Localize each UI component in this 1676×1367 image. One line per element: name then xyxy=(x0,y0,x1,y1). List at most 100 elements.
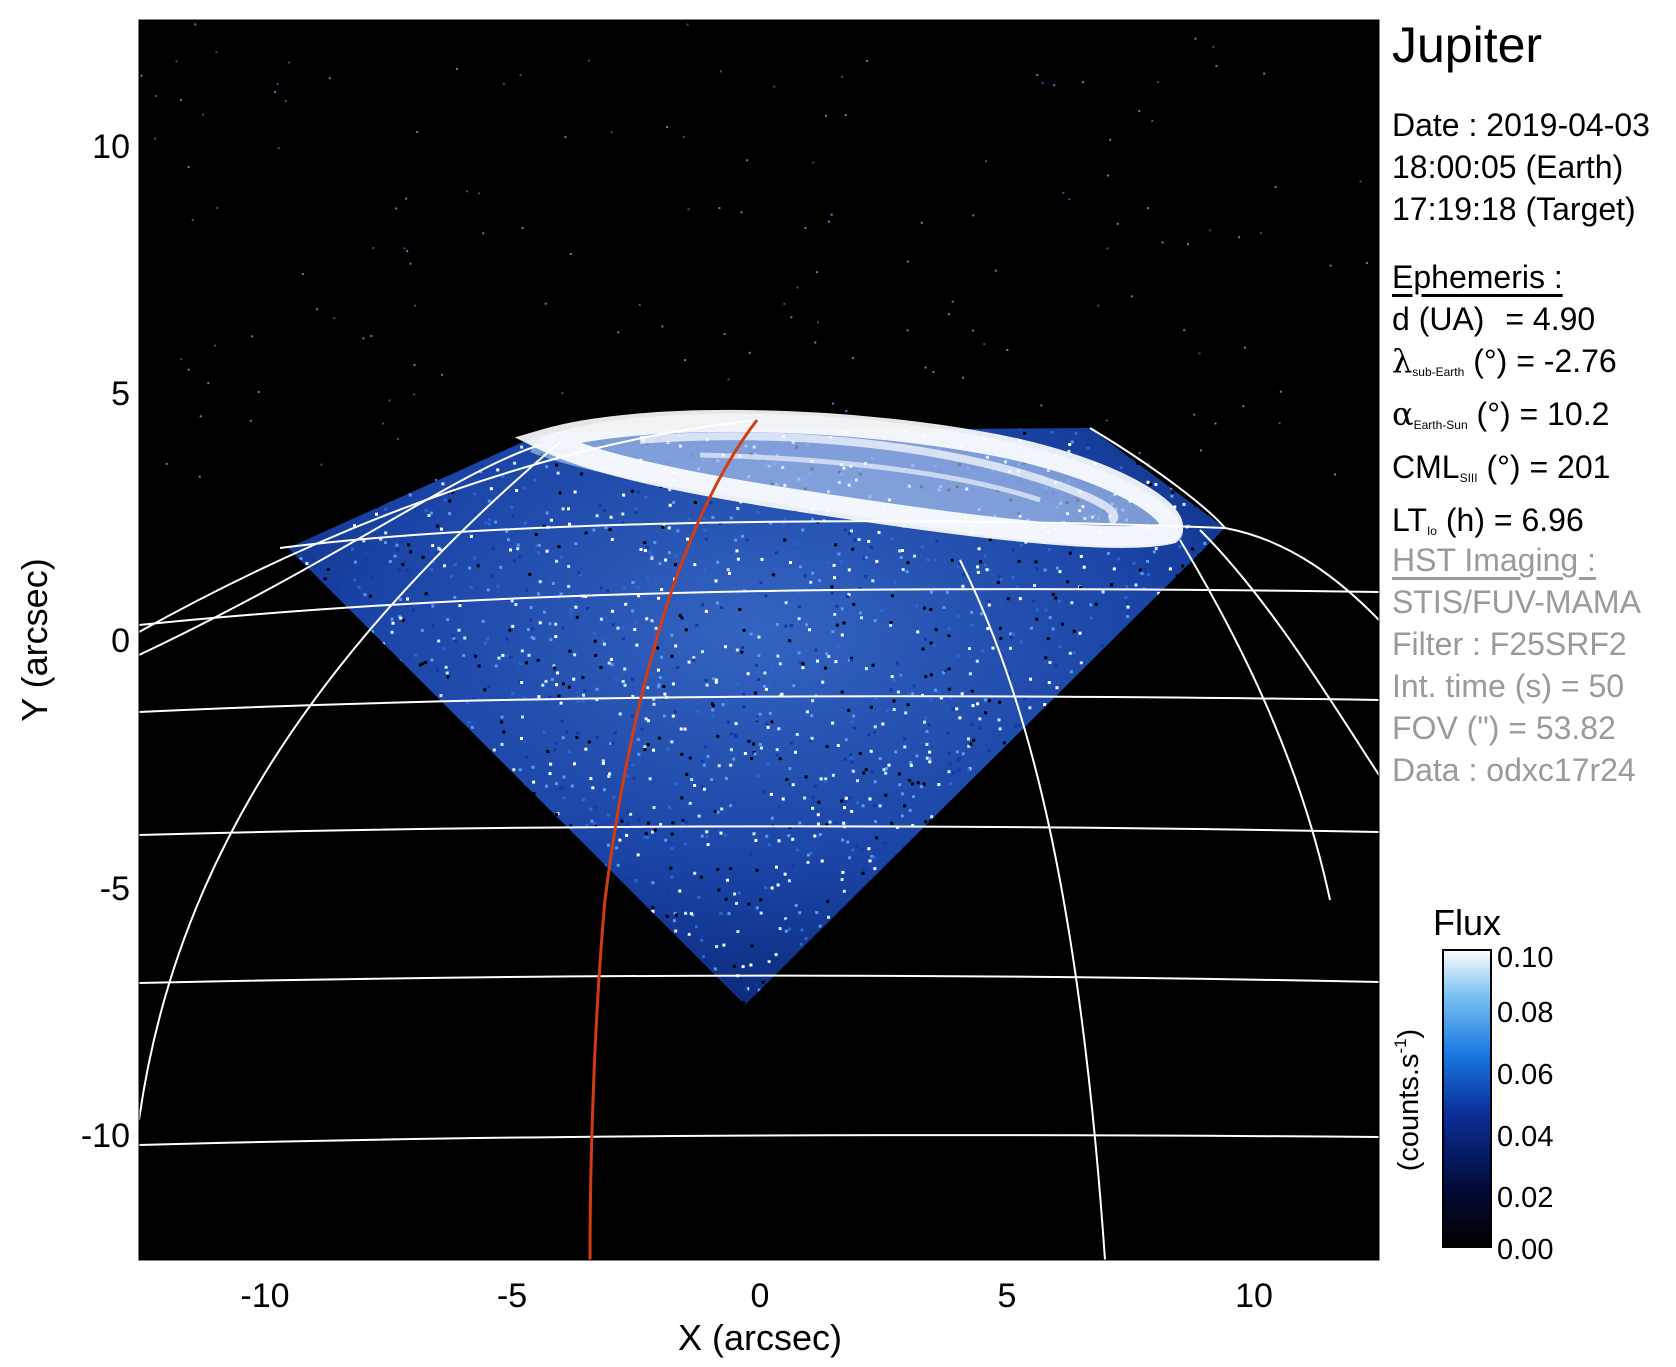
speckle-dot xyxy=(916,630,920,634)
speckle-dot xyxy=(687,660,691,664)
speckle-dot xyxy=(687,597,690,601)
speckle-dot xyxy=(801,662,805,666)
speckle-dot xyxy=(1072,629,1076,633)
speckle-dot xyxy=(875,559,879,563)
noise-dot xyxy=(561,392,564,395)
speckle-dot xyxy=(858,751,862,755)
noise-dot xyxy=(1193,413,1196,416)
dataset-line: Data : odxc17r24 xyxy=(1392,752,1636,788)
speckle-dot xyxy=(406,597,409,601)
speckle-dot xyxy=(949,696,953,700)
speckle-dot xyxy=(716,734,720,738)
speckle-dot xyxy=(944,669,947,673)
noise-dot xyxy=(720,70,722,73)
speckle-dot xyxy=(652,748,655,752)
speckle-dot xyxy=(388,560,392,563)
speckle-dot xyxy=(801,666,805,670)
speckle-dot xyxy=(390,617,394,621)
speckle-dot xyxy=(430,658,434,662)
colorbar-tick-label: 0.04 xyxy=(1497,1121,1553,1153)
speckle-dot xyxy=(850,760,854,764)
speckle-dot xyxy=(1044,608,1048,612)
speckle-dot xyxy=(885,767,889,770)
speckle-dot xyxy=(797,591,801,595)
speckle-dot xyxy=(753,752,757,756)
speckle-dot xyxy=(512,768,516,772)
noise-dot xyxy=(796,286,799,289)
speckle-dot xyxy=(713,967,717,971)
speckle-dot xyxy=(632,776,636,780)
speckle-dot xyxy=(595,736,599,739)
local-time-row: LTIo (h) = 6.96 xyxy=(1392,499,1617,552)
noise-dot xyxy=(971,329,974,332)
noise-dot xyxy=(370,335,373,337)
speckle-dot xyxy=(715,601,719,605)
speckle-dot xyxy=(608,772,612,776)
speckle-dot xyxy=(586,607,589,610)
speckle-dot xyxy=(1058,645,1062,649)
speckle-dot xyxy=(640,727,644,731)
speckle-dot xyxy=(477,664,481,668)
noise-dot xyxy=(746,159,749,162)
noise-dot xyxy=(748,351,751,354)
speckle-dot xyxy=(595,514,599,518)
speckle-dot xyxy=(836,744,840,747)
y-tick-label: -5 xyxy=(100,870,130,908)
speckle-dot xyxy=(570,784,574,788)
speckle-dot xyxy=(491,547,495,551)
x-axis: -10 -5 0 5 10 X (arcsec) xyxy=(240,1277,1272,1358)
speckle-dot xyxy=(783,872,787,876)
speckle-dot xyxy=(912,795,915,799)
noise-dot xyxy=(587,59,590,62)
speckle-dot xyxy=(740,650,744,654)
speckle-dot xyxy=(644,717,648,721)
speckle-dot xyxy=(554,622,558,626)
speckle-dot xyxy=(1134,583,1138,587)
speckle-dot xyxy=(763,684,766,688)
speckle-dot xyxy=(809,851,813,855)
speckle-dot xyxy=(970,611,974,614)
speckle-dot xyxy=(947,770,951,774)
noise-dot xyxy=(1109,138,1112,141)
speckle-dot xyxy=(680,752,684,756)
speckle-dot xyxy=(878,804,882,808)
speckle-dot xyxy=(831,630,835,634)
speckle-dot xyxy=(732,964,736,968)
speckle-dot xyxy=(1054,596,1058,600)
speckle-dot xyxy=(592,528,596,532)
speckle-dot xyxy=(798,911,802,915)
speckle-dot xyxy=(730,748,733,752)
noise-dot xyxy=(403,247,406,250)
speckle-dot xyxy=(551,582,555,585)
noise-dot xyxy=(406,250,409,253)
speckle-dot xyxy=(755,868,759,872)
speckle-dot xyxy=(710,778,714,782)
speckle-dot xyxy=(408,493,412,497)
speckle-dot xyxy=(1067,449,1071,453)
speckle-dot xyxy=(514,603,518,606)
speckle-dot xyxy=(778,757,782,761)
speckle-dot xyxy=(733,892,737,896)
speckle-dot xyxy=(783,538,787,542)
speckle-dot xyxy=(507,538,510,542)
speckle-dot xyxy=(436,524,440,528)
speckle-dot xyxy=(487,522,491,526)
speckle-dot xyxy=(1138,568,1142,572)
speckle-dot xyxy=(537,543,541,547)
noise-dot xyxy=(831,402,834,405)
speckle-dot xyxy=(850,809,854,813)
speckle-dot xyxy=(898,783,902,787)
speckle-dot xyxy=(719,831,723,835)
speckle-dot xyxy=(687,517,691,521)
speckle-dot xyxy=(833,613,837,616)
speckle-dot xyxy=(825,745,829,749)
speckle-dot xyxy=(778,662,782,666)
speckle-dot xyxy=(950,558,954,562)
speckle-dot xyxy=(431,624,435,628)
speckle-dot xyxy=(858,611,862,615)
speckle-dot xyxy=(645,545,649,549)
date-line: Date : 2019-04-03 xyxy=(1392,107,1650,143)
speckle-dot xyxy=(844,796,848,800)
noise-dot xyxy=(1068,198,1071,201)
speckle-dot xyxy=(523,486,527,490)
